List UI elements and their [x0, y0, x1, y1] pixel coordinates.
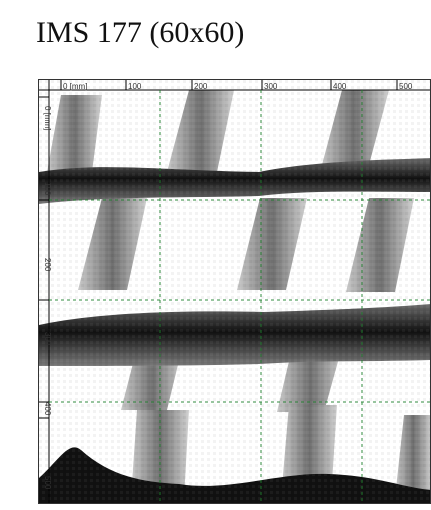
x-tick-200: 200 — [194, 82, 208, 91]
top-ruler: 0 [mm] 100 200 300 400 500 — [39, 80, 430, 91]
y-tick-400: 400 — [43, 402, 52, 416]
y-tick-200: 200 — [43, 258, 52, 272]
left-ruler: 0 [mm] 100 200 300 400 500 — [39, 80, 52, 503]
y-tick-100: 100 — [43, 182, 52, 196]
x-tick-100: 100 — [128, 82, 142, 91]
y-tick-0: 0 [mm] — [43, 106, 52, 130]
y-tick-500: 500 — [43, 476, 52, 490]
x-tick-400: 400 — [333, 82, 347, 91]
figure-title: IMS 177 (60x60) — [36, 16, 245, 49]
x-tick-0: 0 [mm] — [63, 82, 87, 91]
scan-image-frame: 0 [mm] 100 200 300 400 500 0 [mm] — [38, 79, 431, 504]
x-tick-300: 300 — [264, 82, 278, 91]
dashed-grid — [49, 90, 430, 503]
scan-image: 0 [mm] 100 200 300 400 500 0 [mm] — [39, 80, 430, 503]
y-tick-300: 300 — [43, 332, 52, 346]
x-tick-500: 500 — [399, 82, 413, 91]
